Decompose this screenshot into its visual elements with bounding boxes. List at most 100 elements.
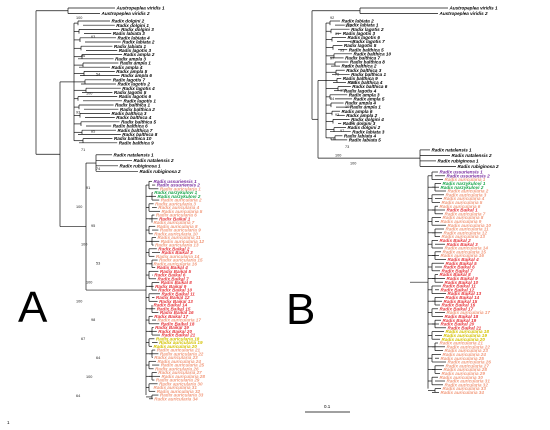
scale-bar-label: 0.1 — [324, 404, 331, 409]
taxon-label: Radix ampla 1 — [120, 61, 151, 66]
taxon-label: Radix ampla 4 — [345, 101, 376, 106]
taxon-label: Radix labiata 4 — [344, 133, 377, 138]
taxon-label: Radix Baikal 13 — [448, 291, 482, 296]
taxon-label: Radix auricularia 27 — [446, 363, 490, 368]
support-value: 63 — [91, 35, 95, 39]
taxon-label: Radix auricularia 8 — [157, 224, 198, 229]
support-value: 100 — [350, 81, 356, 85]
taxon-label: Radix balthica 6 — [352, 84, 387, 89]
taxon-label: Radix balthica 7 — [345, 56, 380, 61]
taxon-label: Radix balthica 2 — [120, 107, 155, 112]
taxon-label: Radix lagotis 2 — [351, 27, 384, 32]
taxon-label: Radix auricularia 30 — [159, 381, 203, 386]
taxon-label: Radix auricularia 13 — [155, 243, 199, 248]
support-value: 100 — [81, 243, 87, 247]
corner-mark: 1 — [7, 420, 10, 425]
support-value: 100 — [345, 105, 351, 109]
taxon-label: Radix lagotis 3 — [119, 48, 152, 53]
taxon-label: Radix labiata 1 — [114, 44, 147, 49]
taxon-label: Radix Baikal 15 — [157, 306, 191, 311]
taxon-label: Radix balthica 1 — [115, 103, 150, 108]
taxon-label: Radix Baikal 3 — [447, 242, 479, 247]
taxon-label: Radix Baikal 16 — [160, 310, 194, 315]
taxon-label: Radix Baikal 12 — [156, 295, 190, 300]
support-value: 93 — [76, 110, 80, 114]
taxon-label: Radix Baikal 8 — [161, 280, 193, 285]
taxon-label: Radix dolgini 2 — [112, 19, 145, 24]
taxon-label: Radix auricularia 22 — [447, 344, 491, 349]
taxon-label: Radix auricularia 7 — [154, 220, 195, 225]
taxon-label: Radix auricularia 20 — [442, 337, 486, 342]
taxon-label: Radix auricularia 5 — [162, 209, 203, 214]
taxon-label: Radix auricularia 12 — [444, 230, 488, 235]
support-value: 100 — [76, 16, 82, 20]
taxon-label: Radix rubiginosa 2 — [140, 169, 182, 174]
taxon-label: Radix Baikal 5 — [446, 261, 478, 266]
taxon-label: Radix Baikal 12 — [441, 287, 475, 292]
support-value: 61 — [335, 32, 339, 36]
taxon-label: Radix narzykulovi 1 — [154, 190, 197, 195]
taxon-label: Radix auricularia 26 — [448, 360, 492, 365]
taxon-label: Radix Baikal 20 — [441, 322, 475, 327]
taxon-label: Radix auricularia 26 — [155, 366, 199, 371]
taxon-label: Radix balthica 9 — [119, 140, 154, 145]
taxon-label: Radix auricularia 19 — [159, 340, 203, 345]
support-value: 74 — [96, 167, 100, 171]
taxon-label: Radix narzykulovi 2 — [158, 194, 201, 199]
taxon-label: Radix auricularia 3 — [155, 201, 196, 206]
taxon-label: Radix labiata 2 — [342, 19, 375, 24]
taxon-label: Radix auricularia 25 — [441, 356, 485, 361]
taxon-label: Austropeplea viridis 1 — [116, 6, 165, 11]
taxon-label: Radix natalensis 2 — [134, 158, 175, 163]
taxon-label: Radix Baikal 8 — [440, 272, 472, 277]
taxon-label: Radix dolgini 1 — [116, 23, 149, 28]
taxon-label: Radix auricularia 21 — [440, 341, 484, 346]
taxon-label: Radix balthica 7 — [118, 128, 153, 133]
taxon-label: Radix balthica 5 — [121, 119, 156, 124]
support-value: 96 — [81, 54, 85, 58]
taxon-label: Radix lagotis 1 — [124, 98, 157, 103]
taxon-label: Radix Baikal 7 — [442, 268, 474, 273]
support-value: 93 — [335, 113, 339, 117]
taxon-label: Radix auricularia 6 — [440, 204, 481, 209]
taxon-label: Radix labiata 3 — [352, 129, 385, 134]
taxon-label: Radix auricularia 20 — [154, 344, 198, 349]
support-value: 97 — [340, 129, 344, 133]
taxon-label: Radix auricularia 18 — [156, 336, 200, 341]
taxon-label: Radix ampla 4 — [112, 65, 143, 70]
taxon-label: Radix labiata 5 — [349, 138, 382, 143]
taxon-label: Radix auricularia 31 — [154, 385, 198, 390]
taxon-label: Radix Baikal 1 — [447, 208, 479, 213]
taxon-label: Radix ampla 6 — [342, 109, 373, 114]
support-value: 100 — [76, 299, 82, 303]
support-value: 67 — [81, 337, 85, 341]
taxon-label: Radix lagotis 4 — [122, 86, 155, 91]
taxon-label: Radix auricularia 2 — [448, 189, 489, 194]
panel-b-letter: B — [286, 285, 315, 334]
taxon-label: Radix auricularia 30 — [440, 375, 484, 380]
taxon-label: Radix ussuriensis 2 — [447, 173, 491, 178]
panel-a-letter: A — [18, 283, 48, 332]
taxon-label: Radix auricularia 17 — [158, 318, 202, 323]
taxon-label: Radix auricularia 2 — [161, 198, 202, 203]
taxon-label: Radix Baikal 13 — [159, 299, 193, 304]
support-value: 85 — [91, 129, 95, 133]
support-value: 100 — [86, 92, 92, 96]
taxon-label: Radix auricularia 23 — [445, 348, 489, 353]
taxon-label: Radix auricularia 10 — [448, 223, 492, 228]
taxon-label: Radix auricularia 28 — [444, 367, 488, 372]
taxon-label: Radix narzykulovi 2 — [441, 185, 484, 190]
taxon-label: Radix Baikal 14 — [154, 303, 188, 308]
taxon-label: Radix labiata 4 — [118, 35, 151, 40]
taxon-label: Radix labiata 1 — [346, 23, 379, 28]
support-value: 92 — [350, 121, 354, 125]
taxon-label: Radix Baikal 19 — [443, 318, 477, 323]
taxon-label: Radix Baikal 20 — [158, 329, 192, 334]
taxon-label: Radix balthica 2 — [342, 64, 377, 69]
taxon-label: Radix Baikal 9 — [447, 276, 479, 281]
taxon-label: Radix Baikal 14 — [446, 295, 480, 300]
taxon-label: Radix balthica 3 — [346, 68, 381, 73]
taxon-label: Radix ampla 3 — [115, 56, 146, 61]
